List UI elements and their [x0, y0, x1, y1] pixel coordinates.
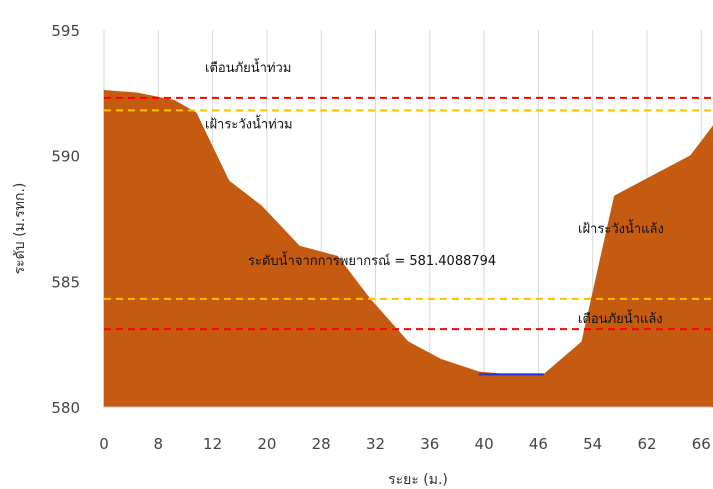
x-tick-label: 12	[203, 435, 222, 453]
reference-line-labels: เตือนภัยน้ำท่วมเฝ้าระวังน้ำท่วมเฝ้าระวัง…	[205, 58, 664, 327]
x-tick-label: 46	[529, 435, 548, 453]
x-tick-label: 62	[637, 435, 656, 453]
forecast-annotation: ระดับน้ำจากการพยากรณ์ = 581.4088794	[248, 251, 496, 269]
reference-label-3: เฝ้าระวังน้ำแล้ง	[578, 219, 664, 237]
reference-lines	[104, 96, 712, 331]
x-tick-label: 8	[154, 435, 164, 453]
x-tick-labels: 0 8 12 20 28 32 36 40 46 54 62 66	[99, 435, 711, 453]
x-tick-label: 36	[420, 435, 439, 453]
x-axis-title: ระยะ (ม.)	[388, 472, 448, 488]
reference-label-2: เฝ้าระวังน้ำท่วม	[205, 114, 293, 132]
x-tick-label: 28	[312, 435, 331, 453]
area-segment-1	[103, 89, 713, 408]
y-tick-labels: 580 585 590 595	[51, 22, 80, 417]
area-series	[103, 89, 713, 408]
x-tick-label: 66	[692, 435, 711, 453]
y-tick-label: 595	[51, 22, 80, 40]
reference-label-4: เตือนภัยน้ำแล้ง	[578, 309, 663, 327]
x-tick-label: 20	[257, 435, 276, 453]
x-tick-label: 54	[583, 435, 602, 453]
y-tick-label: 590	[51, 148, 80, 166]
x-tick-label: 40	[475, 435, 494, 453]
reference-label-1: เตือนภัยน้ำท่วม	[205, 58, 291, 76]
y-tick-label: 585	[51, 273, 80, 291]
x-tick-label: 0	[99, 435, 109, 453]
x-tick-label: 32	[366, 435, 385, 453]
y-axis-title: ระดับ (ม.รทก.)	[12, 183, 28, 275]
y-tick-label: 580	[51, 399, 80, 417]
